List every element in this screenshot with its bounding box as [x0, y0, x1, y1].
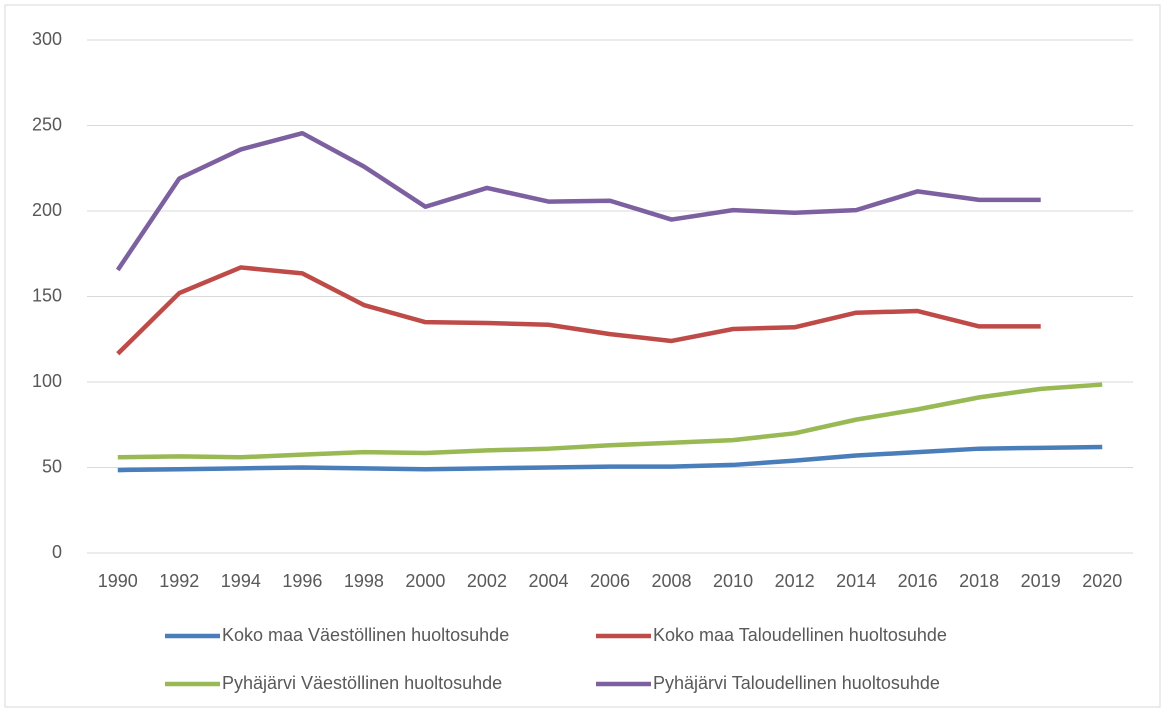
legend-label: Pyhäjärvi Taloudellinen huoltosuhde: [653, 673, 940, 693]
series-line: [115, 130, 1041, 272]
x-tick-label: 1996: [282, 571, 322, 591]
x-tick-label: 2008: [652, 571, 692, 591]
y-tick-label: 150: [32, 285, 62, 305]
x-tick-label: 1992: [159, 571, 199, 591]
chart-border: [4, 4, 1161, 708]
y-tick-label: 200: [32, 200, 62, 220]
x-tick-label: 2018: [959, 571, 999, 591]
legend-label: Koko maa Väestöllinen huoltosuhde: [222, 625, 509, 645]
x-tick-label: 2016: [898, 571, 938, 591]
x-tick-label: 2020: [1082, 571, 1122, 591]
legend-label: Pyhäjärvi Väestöllinen huoltosuhde: [222, 673, 502, 693]
x-tick-label: 1998: [344, 571, 384, 591]
y-tick-label: 300: [32, 29, 62, 49]
legend-label: Koko maa Taloudellinen huoltosuhde: [653, 625, 947, 645]
x-tick-label: 2000: [405, 571, 445, 591]
y-tick-label: 250: [32, 114, 62, 134]
series-line: [117, 382, 1103, 460]
x-tick-label: 1994: [221, 571, 261, 591]
y-tick-label: 50: [42, 456, 62, 476]
series-line: [116, 265, 1041, 356]
x-tick-label: 2012: [775, 571, 815, 591]
x-tick-label: 2004: [528, 571, 568, 591]
x-tick-label: 2006: [590, 571, 630, 591]
x-tick-label: 2010: [713, 571, 753, 591]
x-tick-label: 1990: [98, 571, 138, 591]
y-tick-label: 0: [52, 542, 62, 562]
x-tick-label: 2014: [836, 571, 876, 591]
series-line: [117, 444, 1103, 473]
x-tick-label: 2019: [1021, 571, 1061, 591]
y-tick-label: 100: [32, 371, 62, 391]
x-tick-label: 2002: [467, 571, 507, 591]
